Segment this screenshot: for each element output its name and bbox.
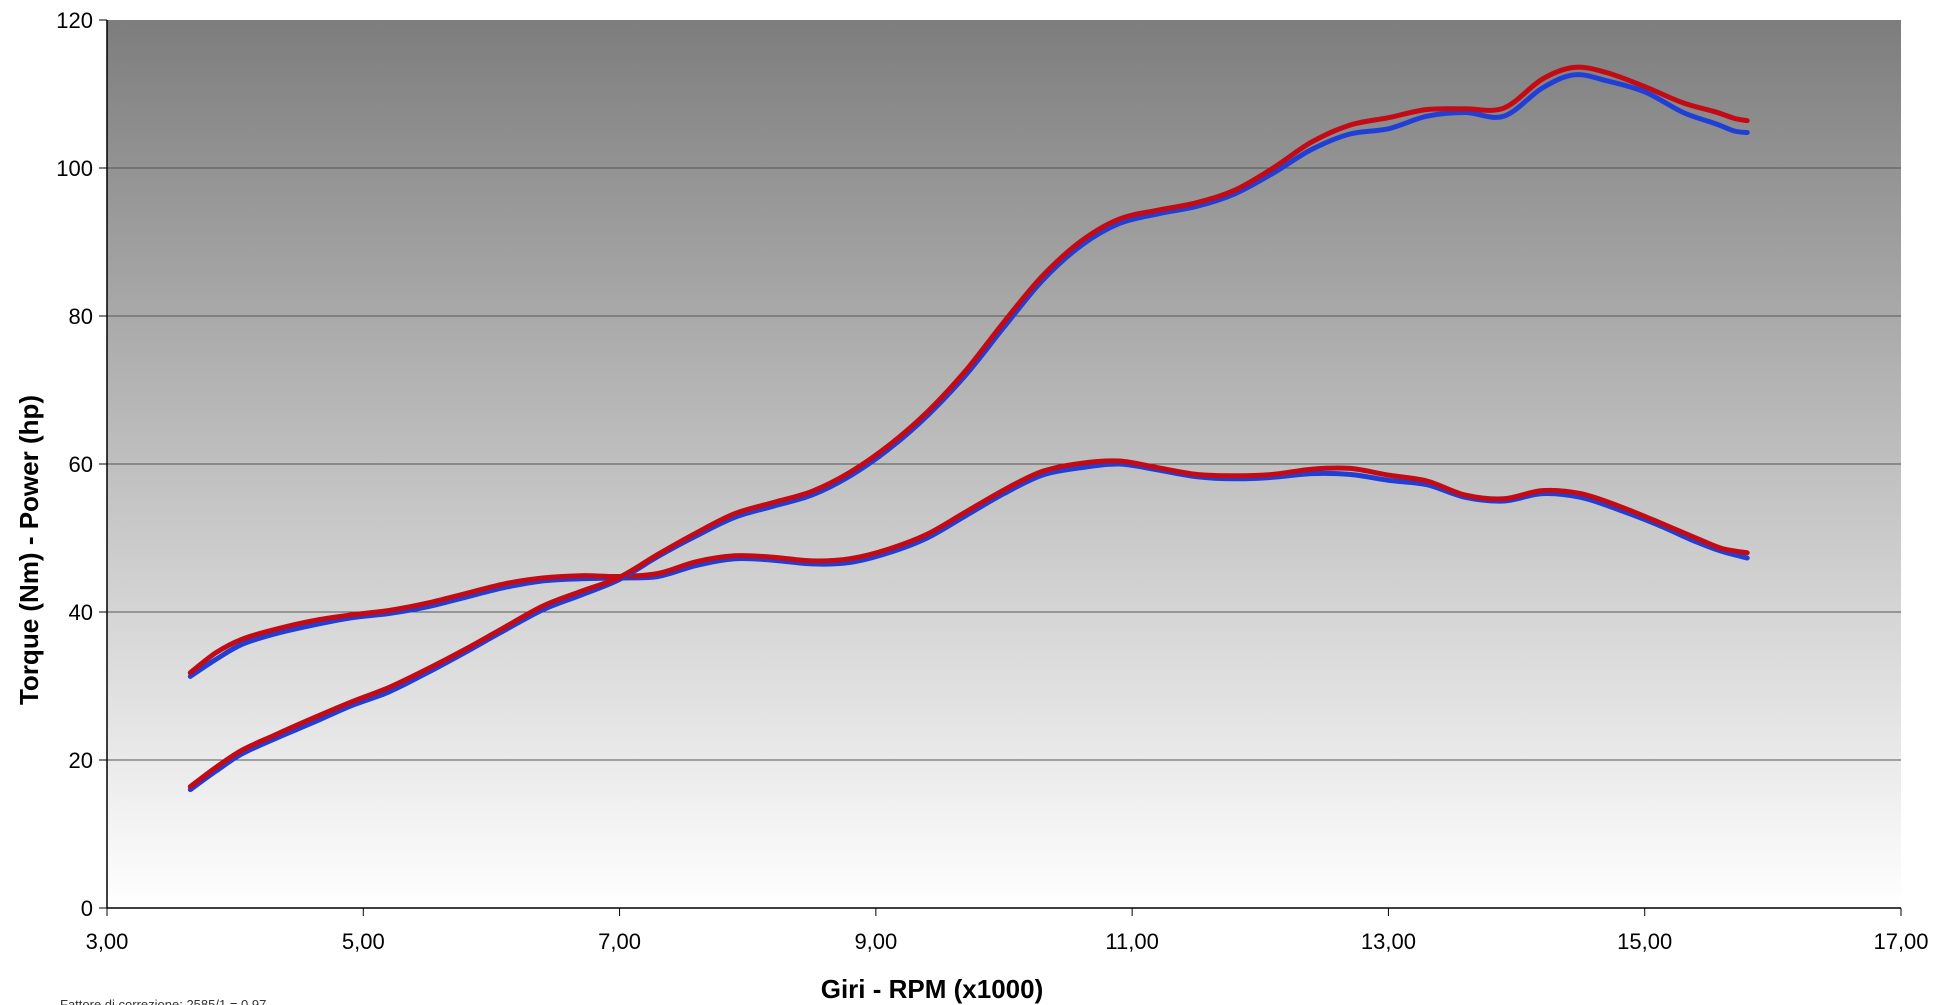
y-tick-label: 80 [69,304,93,329]
x-tick-label: 13,00 [1361,929,1416,954]
red-curve-2 [187,458,1750,676]
y-tick-label: 100 [56,156,93,181]
y-axis-title: Torque (Nm) - Power (hp) [14,395,44,705]
x-tick-label: 5,00 [342,929,385,954]
tick-labels: 0 20 40 60 80 100 120 3,00 5,00 7,00 9,00 11,00 13,0… [56,8,1928,954]
x-tick-label: 3,00 [86,929,129,954]
y-tick-label: 120 [56,8,93,33]
x-tick-label: 9,00 [854,929,897,954]
axes [99,19,1902,916]
y-tick-label: 60 [69,452,93,477]
y-tick-label: 0 [81,896,93,921]
x-tick-label: 11,00 [1105,929,1158,954]
x-tick-label: 17,00 [1873,929,1928,954]
blue-curve-3 [187,72,1750,793]
y-tick-label: 20 [69,748,93,773]
footnote: Fattore di correzione: 2585/1 = 0,97 [60,997,266,1005]
x-tick-label: 15,00 [1617,929,1672,954]
y-tick-label: 40 [69,600,93,625]
x-tick-label: 7,00 [598,929,641,954]
x-axis-title: Giri - RPM (x1000) [821,974,1044,1004]
red-curve-4 [187,64,1750,790]
series-lines [187,64,1750,793]
